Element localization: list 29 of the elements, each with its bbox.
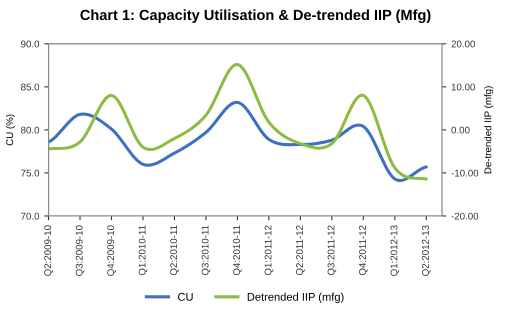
y-tick-label: 90.0 <box>21 40 40 48</box>
x-tick-label: Q4:2011-12 <box>359 225 368 276</box>
y2-tick-label: 0.00 <box>451 126 470 134</box>
x-tick-label: Q2:2012-13 <box>422 225 431 276</box>
y2-tick-label: 20.00 <box>452 40 475 48</box>
x-tick-label: Q2:2011-12 <box>296 225 305 276</box>
y2-tick-label: 10.00 <box>452 84 475 90</box>
y2-tick-label: -20.00 <box>451 212 478 220</box>
x-tick-label: Q3:2009-10 <box>76 225 84 276</box>
y-tick-label: 80.0 <box>21 126 40 134</box>
line-series <box>48 62 428 180</box>
x-tick-label: Q2:2009-10 <box>44 225 53 276</box>
x-tick-label: Q2:2010-11 <box>170 225 179 276</box>
y-tick-label: 70.0 <box>21 212 40 220</box>
x-tick-label: Q3:2010-11 <box>202 225 210 276</box>
y2-tick-label: -10.00 <box>451 170 478 177</box>
y-tick-label: 75.0 <box>21 170 40 177</box>
legend-label: Detrended IIP (mfg) <box>248 292 344 303</box>
chart-title: Chart 1: Capacity Utilisation & De-trended IIP (Mfg) <box>80 9 430 24</box>
y-axis-title: CU (%) <box>6 114 16 146</box>
x-tick-label: Q1:2010-11 <box>138 225 148 276</box>
x-tick-label: Q1:2011-12 <box>264 225 274 276</box>
x-tick-label: Q3:2011-12 <box>328 225 336 276</box>
legend-label: CU <box>178 292 193 301</box>
y-tick-label: 85.0 <box>21 84 40 90</box>
x-tick-label: Q4:2010-11 <box>233 225 242 276</box>
x-tick-label: Q4:2009-10 <box>107 225 116 276</box>
x-tick-label: Q1:2012-13 <box>390 225 400 276</box>
y2-axis-title: De-trended IIP (mfg) <box>484 86 494 174</box>
